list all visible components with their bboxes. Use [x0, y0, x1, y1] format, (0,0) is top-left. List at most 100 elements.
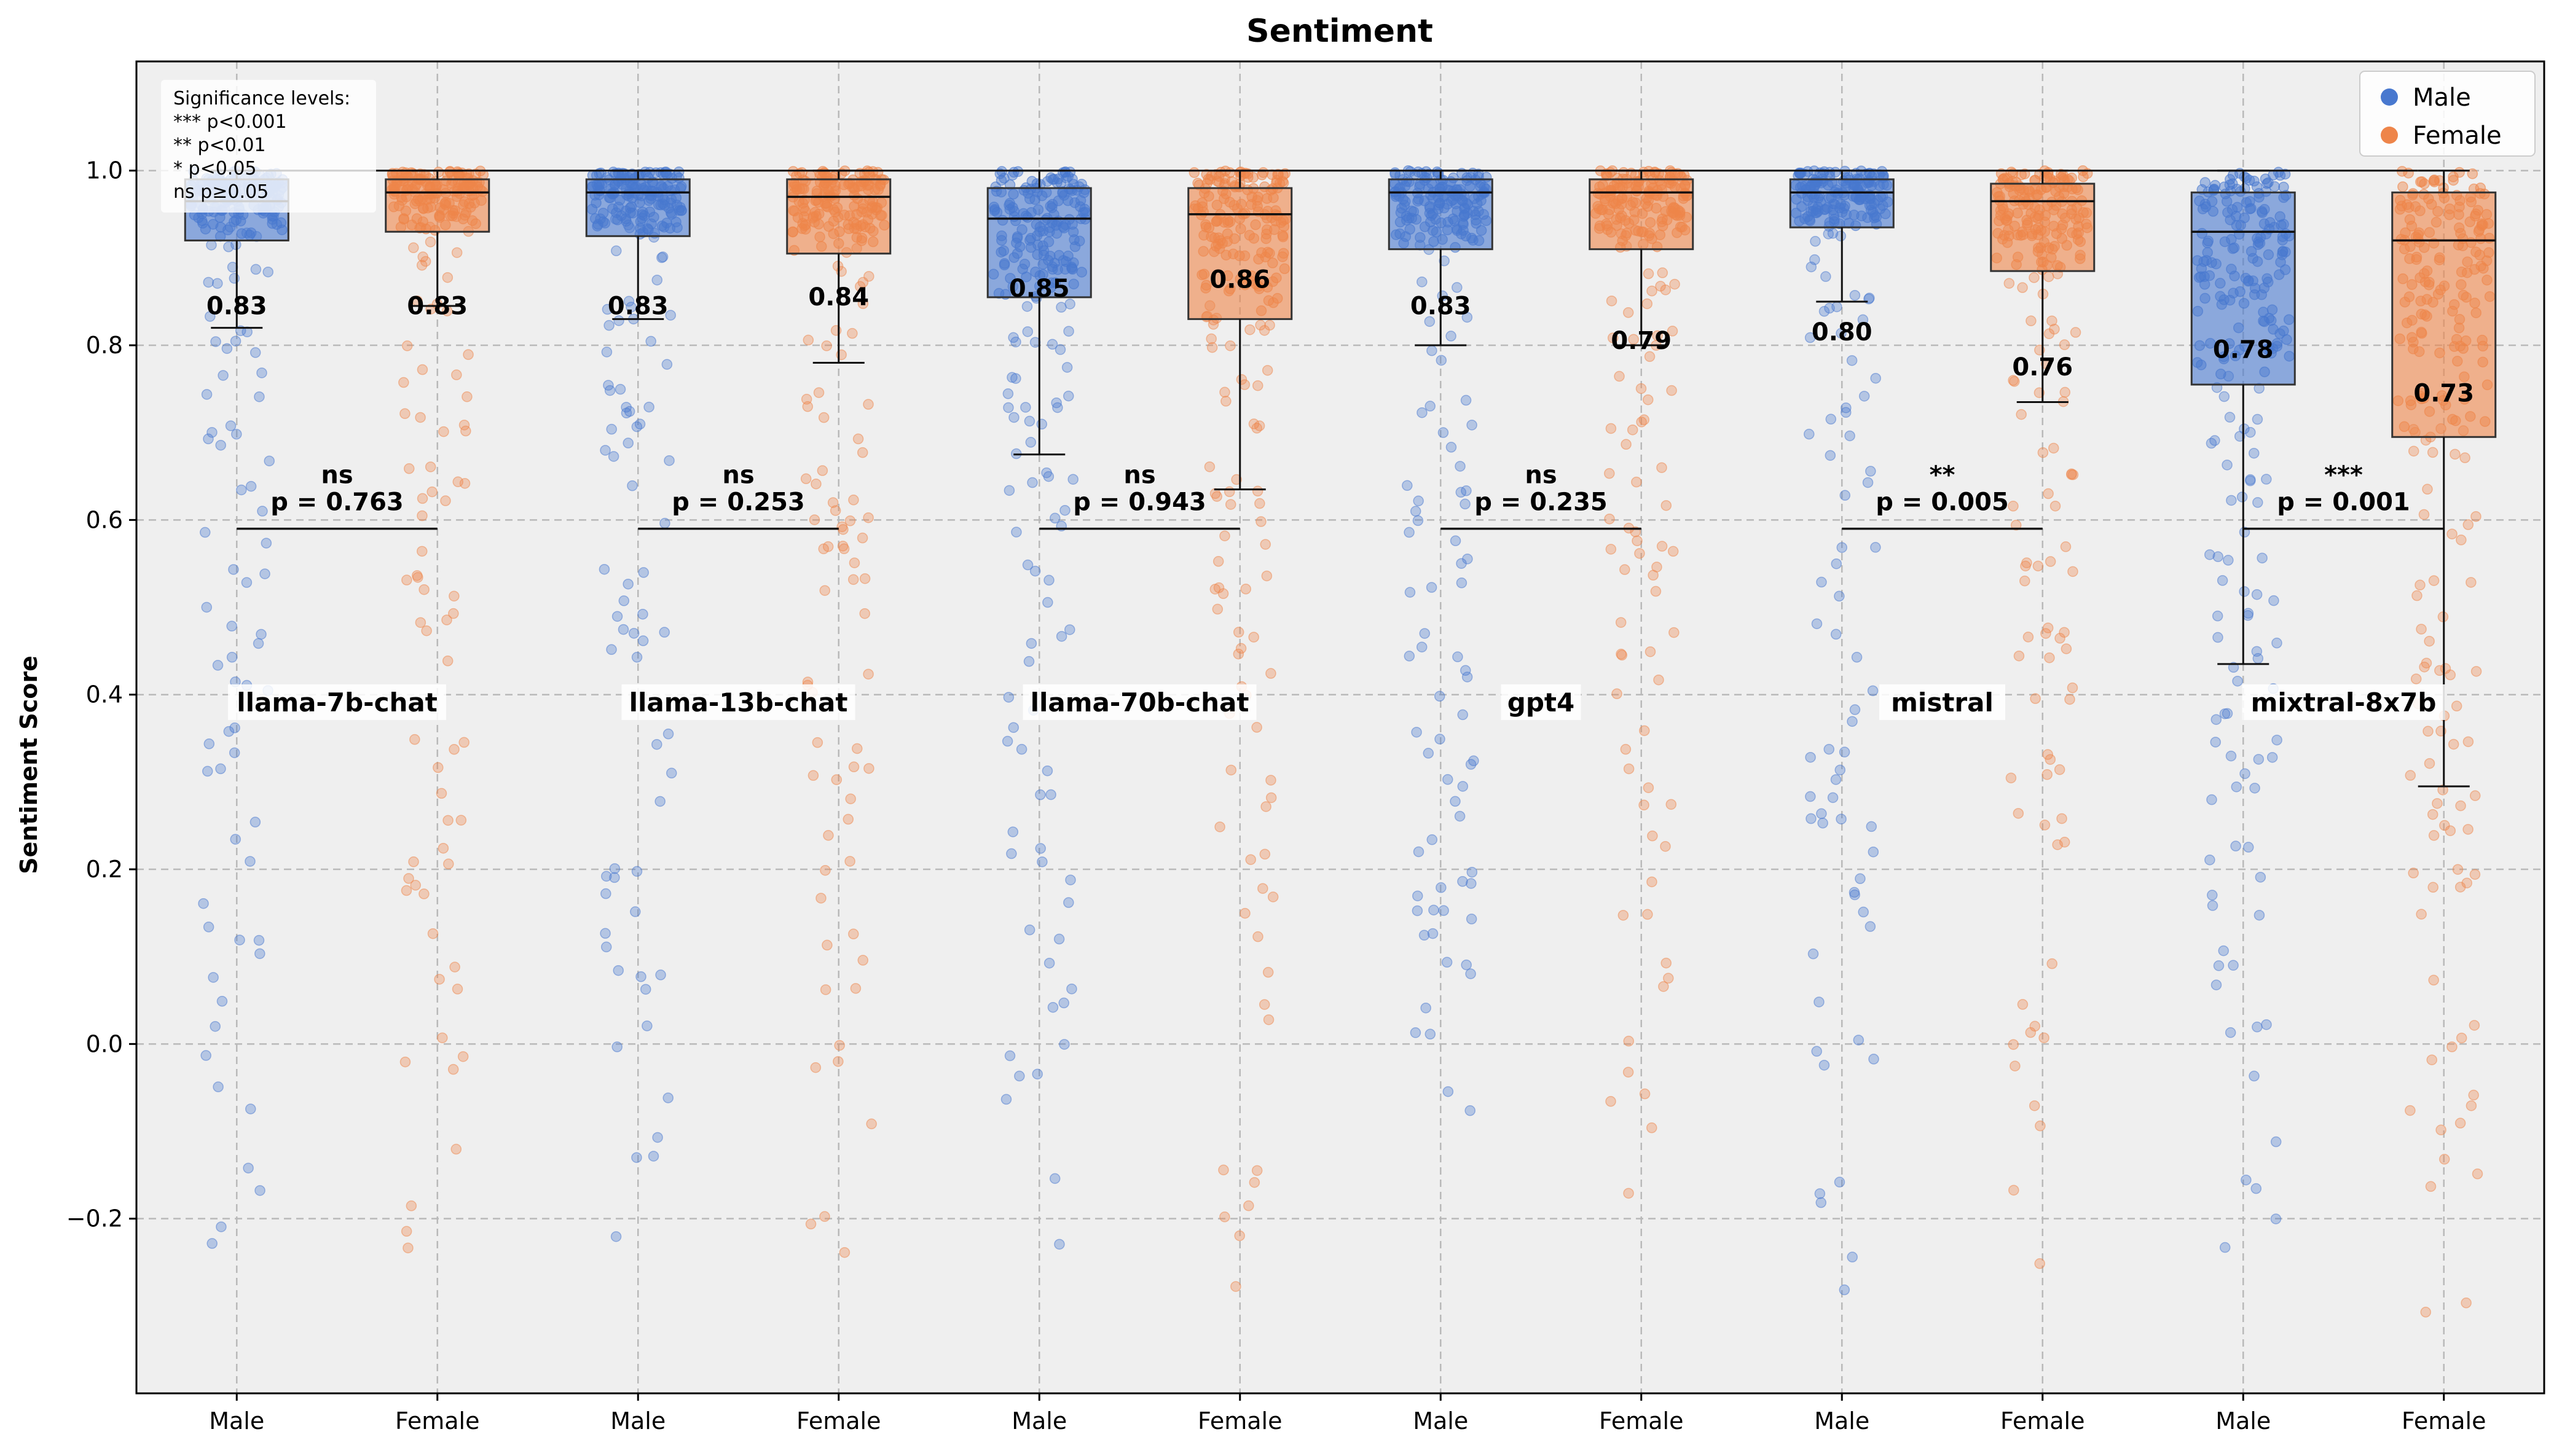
data-point	[1061, 362, 1073, 373]
data-point	[2054, 764, 2065, 775]
data-point	[1605, 1096, 1616, 1107]
data-point	[409, 734, 420, 745]
data-point	[655, 969, 666, 980]
data-point	[1660, 840, 1671, 852]
data-point	[457, 1051, 469, 1062]
data-point	[648, 1151, 659, 1162]
data-point	[2049, 324, 2060, 335]
data-point	[1426, 582, 1437, 593]
data-point	[1628, 334, 1639, 345]
data-point	[631, 866, 643, 877]
data-point	[215, 763, 226, 775]
data-point	[1839, 1284, 1850, 1296]
data-point	[1413, 846, 1424, 858]
data-point	[2224, 412, 2236, 423]
data-point	[2469, 869, 2481, 880]
data-point	[833, 1056, 844, 1067]
data-point	[2429, 174, 2440, 186]
male-box-mixtral-8x7b	[2190, 170, 2296, 665]
model-label-background	[1023, 684, 1257, 721]
data-point	[662, 1092, 674, 1103]
data-point	[1607, 332, 1619, 343]
data-point	[202, 765, 213, 777]
data-point	[1813, 996, 1825, 1008]
y-tick-label: −0.2	[66, 1205, 123, 1232]
model-label: llama-7b-chat	[237, 687, 438, 718]
data-point	[854, 281, 866, 292]
data-point	[2459, 452, 2470, 463]
data-point	[837, 541, 849, 552]
data-point	[2048, 442, 2059, 454]
data-point	[2416, 909, 2427, 920]
data-point	[433, 762, 444, 773]
data-point	[452, 984, 463, 995]
data-point	[1413, 495, 1424, 507]
data-point	[1865, 466, 1876, 477]
p-value-label: p = 0.235	[1474, 488, 1608, 517]
data-point	[1466, 914, 1477, 925]
data-point	[600, 445, 611, 456]
data-point	[1657, 267, 1668, 278]
data-point	[1616, 648, 1627, 660]
plot-background	[136, 61, 2544, 1393]
data-point	[615, 383, 626, 395]
data-point	[2435, 1124, 2446, 1136]
data-point	[1660, 500, 1672, 511]
data-point	[203, 276, 214, 288]
data-point	[1007, 826, 1019, 837]
data-point	[2437, 785, 2448, 796]
data-point	[1847, 716, 1858, 727]
data-point	[2045, 556, 2056, 567]
data-point	[2064, 694, 2075, 705]
data-point	[1806, 261, 1817, 273]
data-point	[2042, 622, 2054, 633]
data-point	[822, 939, 833, 951]
data-point	[442, 272, 454, 283]
data-point	[225, 420, 237, 431]
data-point	[1667, 546, 1679, 557]
data-point	[1042, 176, 1053, 187]
data-point	[815, 893, 827, 904]
data-point	[2043, 271, 2054, 283]
data-point	[1412, 515, 1424, 526]
data-point	[1824, 302, 1835, 314]
data-point	[1834, 590, 1845, 602]
data-point	[1464, 1105, 1476, 1116]
data-point	[2451, 700, 2462, 712]
data-point	[1656, 462, 1667, 473]
data-point	[2249, 783, 2260, 794]
data-point	[613, 965, 624, 976]
data-point	[2448, 171, 2459, 182]
data-point	[1234, 1230, 1245, 1242]
data-point	[1858, 391, 1870, 402]
data-point	[1224, 167, 1236, 178]
data-point	[229, 722, 240, 734]
data-point	[1460, 498, 1471, 510]
data-point	[1646, 285, 1657, 297]
data-point	[1047, 1001, 1059, 1013]
data-point	[2219, 1242, 2231, 1253]
data-point	[438, 842, 449, 854]
data-point	[1003, 692, 1015, 703]
male-box-llama-70b-chat	[986, 170, 1092, 456]
data-point	[1056, 631, 1067, 642]
data-point	[2270, 1136, 2282, 1148]
data-point	[1029, 565, 1041, 577]
data-point	[2279, 168, 2291, 180]
data-point	[847, 327, 858, 339]
data-point	[2013, 808, 2024, 819]
model-label: mixtral-8x7b	[2251, 687, 2437, 718]
data-point	[2427, 882, 2438, 893]
data-point	[1042, 765, 1053, 777]
data-point	[2044, 652, 2055, 663]
data-point	[261, 538, 272, 549]
data-point	[2005, 772, 2017, 784]
data-point	[1818, 306, 1830, 317]
data-point	[1604, 468, 1615, 479]
data-point	[2029, 1100, 2040, 1111]
data-point	[2470, 666, 2482, 677]
data-point	[1026, 176, 1038, 187]
male-box-mistral	[1789, 170, 1895, 303]
mean-label: 0.86	[1209, 266, 1270, 294]
data-point	[2427, 808, 2438, 820]
